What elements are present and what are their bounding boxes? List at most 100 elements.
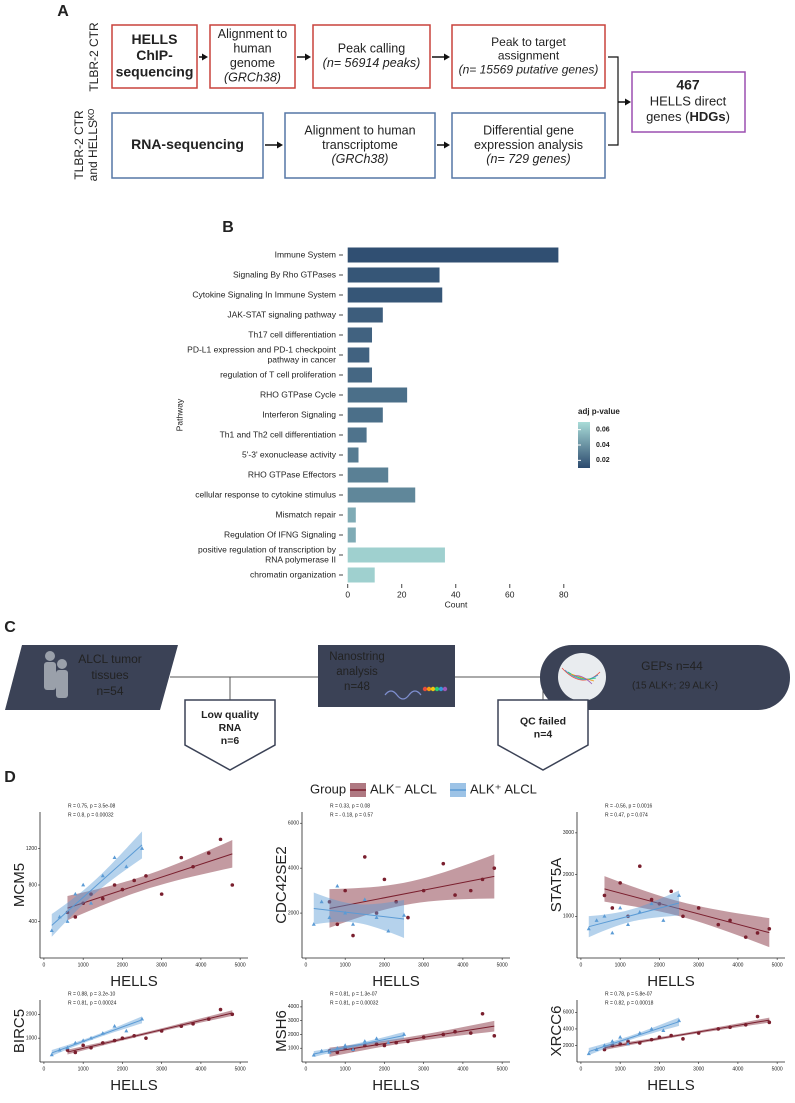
point: [81, 1043, 85, 1048]
y-tick-label: Th17 cell differentiation: [248, 329, 336, 339]
point: [382, 1043, 387, 1048]
point: [767, 927, 772, 931]
y-axis-label: CDC42SE2: [273, 846, 290, 924]
y-tick-label: 4000: [288, 865, 299, 871]
x-tick-label: 2000: [654, 1066, 665, 1072]
point: [586, 926, 591, 931]
x-tick-label: 20: [397, 589, 407, 599]
x-tick-label: 3000: [693, 1066, 704, 1072]
point: [73, 891, 78, 896]
point: [406, 1039, 410, 1044]
y-tick-label: RHO GTPase Effectors: [248, 469, 336, 479]
x-tick-label: 1000: [78, 962, 89, 968]
point: [755, 1014, 760, 1019]
point: [374, 915, 379, 919]
y-tick-label: 1200: [26, 846, 37, 852]
x-tick-label: 0: [305, 962, 308, 968]
x-tick-label: 2000: [117, 1066, 128, 1072]
plot-area: [311, 854, 497, 938]
point: [594, 1047, 599, 1051]
plot-area: [311, 1011, 497, 1057]
x-axis-label: HELLS: [110, 973, 158, 990]
point: [406, 915, 410, 920]
process-box: [312, 24, 431, 89]
point: [351, 922, 356, 926]
point: [649, 897, 654, 902]
y-tick-label: 3000: [563, 830, 574, 836]
point: [362, 1039, 367, 1043]
point: [480, 1011, 485, 1016]
point: [677, 1018, 682, 1023]
regression-line: [329, 1025, 495, 1053]
point: [649, 1026, 654, 1031]
point: [179, 855, 184, 860]
confidence-band: [604, 876, 770, 948]
point: [81, 1038, 86, 1042]
regression-line: [51, 844, 143, 926]
point: [767, 1020, 772, 1025]
y-tick-label: Regulation Of IFNG Signaling: [224, 529, 336, 539]
y-tick-label: 5'-3' exonuclease activity: [242, 449, 337, 459]
point: [120, 1036, 125, 1040]
point: [81, 901, 85, 906]
x-tick-label: 1000: [615, 962, 626, 968]
plot-area: [586, 1014, 772, 1056]
exclusion-text: QC failed: [520, 715, 566, 727]
point: [402, 913, 407, 917]
x-tick-label: 2000: [379, 962, 390, 968]
stat-annotation: R = 0.81, p = 1.3e-07: [330, 991, 377, 997]
y-tick-label: Interferon Signaling: [262, 409, 336, 419]
point: [351, 1047, 356, 1051]
point: [696, 1031, 701, 1035]
exclusion-text: n=4: [534, 728, 553, 740]
point: [206, 851, 211, 855]
process-box: [284, 112, 436, 179]
stat-annotation: R = 0.47, p = 0.074: [605, 812, 648, 818]
y-tick-label: 800: [29, 882, 38, 888]
x-axis-label: HELLS: [372, 973, 420, 990]
x-tick-label: 5000: [235, 1066, 246, 1072]
point: [453, 893, 457, 897]
plot-area: [49, 831, 235, 937]
point: [230, 883, 235, 887]
point: [626, 922, 631, 927]
result-text-part: HDGs: [689, 109, 725, 124]
x-tick-label: 3000: [156, 962, 167, 968]
box-text: genome: [230, 56, 275, 70]
point: [610, 930, 615, 935]
stat-annotation: R = 0.75, p = 3.5e-08: [68, 803, 115, 809]
bar: [347, 487, 416, 503]
point: [112, 883, 117, 887]
process-box: [111, 24, 198, 89]
person-icon: [57, 659, 67, 669]
result-text-part: genes (: [646, 109, 690, 124]
point: [480, 877, 485, 882]
y-axis-label: XRCC6: [548, 1006, 565, 1057]
confidence-band: [67, 840, 233, 921]
row-label: TLBR-2 CTR: [87, 22, 101, 92]
box-text: sequencing: [116, 63, 194, 79]
bar: [347, 547, 445, 563]
point: [402, 1032, 407, 1036]
box-text: expression analysis: [474, 138, 583, 152]
point: [65, 910, 70, 915]
y-tick-label: 2000: [563, 872, 574, 878]
point: [374, 1042, 379, 1046]
point: [124, 1028, 129, 1033]
stat-annotation: R = -0.56, p = 0.0016: [605, 803, 652, 809]
gep-icon-arc: [561, 667, 601, 681]
exclusion-shape: [184, 699, 276, 771]
point: [743, 935, 748, 939]
point: [100, 896, 105, 901]
bar: [347, 367, 373, 383]
point: [230, 1012, 235, 1017]
exclusion-text: RNA: [219, 722, 242, 734]
box-text: human: [233, 42, 271, 56]
y-tick-label: PD-L1 expression and PD-1 checkpoint: [187, 344, 336, 354]
legend-title: Group: [310, 781, 346, 796]
step-text: (15 ALK+; 29 ALK-): [632, 681, 718, 692]
regression-line: [67, 1012, 233, 1053]
bar: [347, 447, 359, 463]
point: [681, 914, 685, 919]
point: [394, 900, 398, 904]
